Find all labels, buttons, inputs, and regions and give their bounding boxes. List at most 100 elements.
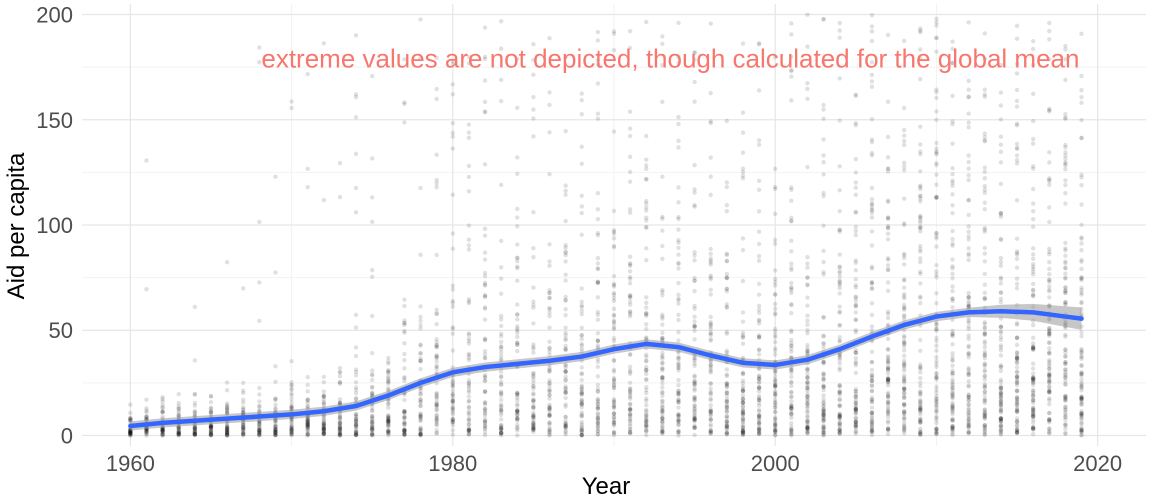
data-point <box>837 404 842 409</box>
data-point <box>821 102 826 108</box>
data-point <box>966 429 971 434</box>
data-point <box>885 420 891 426</box>
data-point <box>321 393 327 399</box>
data-point <box>531 302 536 308</box>
data-point <box>450 300 455 306</box>
data-point <box>853 224 859 230</box>
data-point <box>289 404 294 410</box>
data-point <box>498 393 504 398</box>
data-point <box>386 378 391 383</box>
data-point <box>918 432 923 437</box>
data-point <box>337 381 343 387</box>
data-point <box>547 413 552 418</box>
data-point <box>611 273 617 279</box>
data-point <box>821 412 826 418</box>
data-point <box>482 389 488 394</box>
data-point <box>708 428 713 433</box>
data-point <box>160 404 165 410</box>
data-point <box>885 383 891 388</box>
data-point <box>305 166 310 171</box>
data-point <box>837 354 842 359</box>
data-point <box>289 403 294 409</box>
data-point <box>1030 411 1036 416</box>
data-point <box>531 374 536 380</box>
data-point <box>498 417 504 422</box>
data-point <box>660 428 665 433</box>
data-point <box>821 412 826 417</box>
data-point <box>644 409 649 414</box>
data-point <box>337 160 343 166</box>
data-point <box>321 431 327 437</box>
data-point <box>1063 47 1068 52</box>
data-point <box>1047 252 1052 257</box>
data-point <box>805 350 810 355</box>
data-point <box>805 426 810 431</box>
data-point <box>547 406 552 412</box>
data-point <box>595 398 601 403</box>
data-point <box>724 421 730 426</box>
data-point <box>982 415 987 420</box>
data-point <box>773 283 778 288</box>
data-point <box>676 390 681 396</box>
data-point <box>676 200 681 205</box>
data-point <box>708 408 713 414</box>
data-point <box>627 302 633 307</box>
data-point <box>1030 413 1036 418</box>
data-point <box>482 305 488 310</box>
data-point <box>547 339 552 344</box>
data-point <box>531 377 536 382</box>
data-point <box>1063 375 1068 380</box>
data-point <box>660 293 665 298</box>
data-point <box>1079 396 1084 402</box>
data-point <box>724 184 730 190</box>
data-point <box>934 172 939 177</box>
data-point <box>740 430 746 436</box>
data-point <box>144 430 149 436</box>
data-point <box>1063 290 1068 296</box>
data-point <box>724 389 730 394</box>
data-point <box>1047 351 1052 356</box>
data-point <box>579 303 584 308</box>
data-point <box>563 369 568 375</box>
data-point <box>482 432 488 438</box>
data-point <box>241 431 246 436</box>
data-point <box>611 400 617 405</box>
data-point <box>386 417 391 423</box>
data-point <box>644 415 649 421</box>
data-point <box>676 413 681 418</box>
data-point <box>805 419 810 424</box>
data-point <box>869 426 875 432</box>
data-point <box>869 399 875 405</box>
data-point <box>1030 376 1036 381</box>
data-point <box>547 310 552 315</box>
data-point <box>418 416 423 421</box>
data-point <box>1030 378 1036 384</box>
data-point <box>1079 382 1084 387</box>
data-point <box>934 430 939 436</box>
data-point <box>901 376 907 382</box>
data-point <box>386 420 391 426</box>
data-point <box>950 370 955 376</box>
data-point <box>1047 376 1052 382</box>
data-point <box>869 375 875 381</box>
data-point <box>789 337 794 343</box>
data-point <box>821 417 826 423</box>
data-point <box>1063 57 1068 62</box>
data-point <box>466 174 472 180</box>
data-point <box>853 298 859 303</box>
data-point <box>740 431 746 436</box>
data-point <box>998 427 1004 433</box>
data-point <box>1079 236 1084 241</box>
data-point <box>1030 281 1036 287</box>
data-point <box>724 431 730 436</box>
data-point <box>1030 345 1036 351</box>
data-point <box>1030 405 1036 411</box>
data-point <box>998 90 1004 95</box>
data-point <box>1014 355 1020 360</box>
data-point <box>450 246 455 251</box>
data-point <box>805 368 810 373</box>
data-point <box>353 345 359 350</box>
data-point <box>724 423 730 429</box>
data-point <box>821 223 826 228</box>
